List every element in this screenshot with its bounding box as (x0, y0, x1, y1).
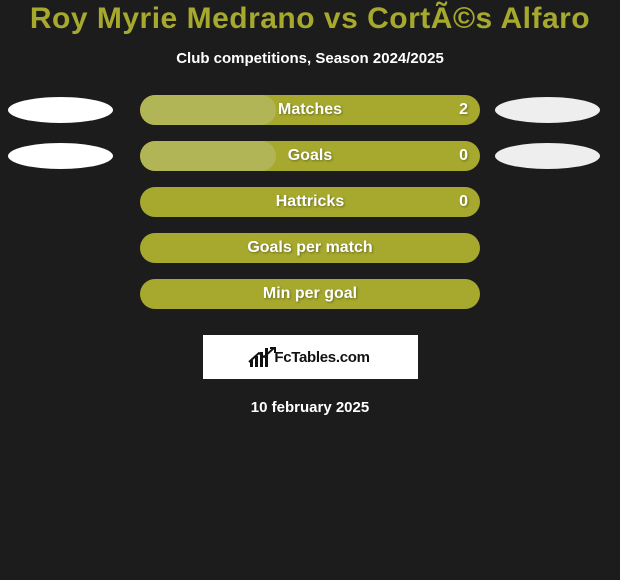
arrow-icon (248, 347, 276, 365)
stat-row: Goals per match (0, 233, 620, 263)
barchart-icon (250, 347, 268, 367)
stat-label: Goals per match (140, 239, 480, 257)
stat-bar: Goals0 (140, 141, 480, 171)
stat-label: Goals (140, 147, 480, 165)
logo-box: FcTables.com (203, 335, 418, 379)
stat-row: Min per goal (0, 279, 620, 309)
stat-value: 2 (459, 101, 468, 119)
stat-bar: Min per goal (140, 279, 480, 309)
stat-label: Matches (140, 101, 480, 119)
left-ellipse (8, 97, 113, 123)
logo-text: FcTables.com (274, 349, 369, 366)
right-ellipse (495, 97, 600, 123)
stat-bar: Hattricks0 (140, 187, 480, 217)
container: Roy Myrie Medrano vs CortÃ©s Alfaro Club… (0, 0, 620, 580)
subtitle: Club competitions, Season 2024/2025 (176, 50, 444, 67)
stat-row: Matches2 (0, 95, 620, 125)
right-ellipse (495, 143, 600, 169)
date-label: 10 february 2025 (251, 399, 369, 416)
stat-bar: Goals per match (140, 233, 480, 263)
stat-row: Goals0 (0, 141, 620, 171)
stat-label: Hattricks (140, 193, 480, 211)
stat-value: 0 (459, 147, 468, 165)
stat-value: 0 (459, 193, 468, 211)
stat-row: Hattricks0 (0, 187, 620, 217)
left-ellipse (8, 143, 113, 169)
stats-area: Matches2Goals0Hattricks0Goals per matchM… (0, 95, 620, 325)
page-title: Roy Myrie Medrano vs CortÃ©s Alfaro (30, 2, 590, 36)
stat-label: Min per goal (140, 285, 480, 303)
stat-bar: Matches2 (140, 95, 480, 125)
